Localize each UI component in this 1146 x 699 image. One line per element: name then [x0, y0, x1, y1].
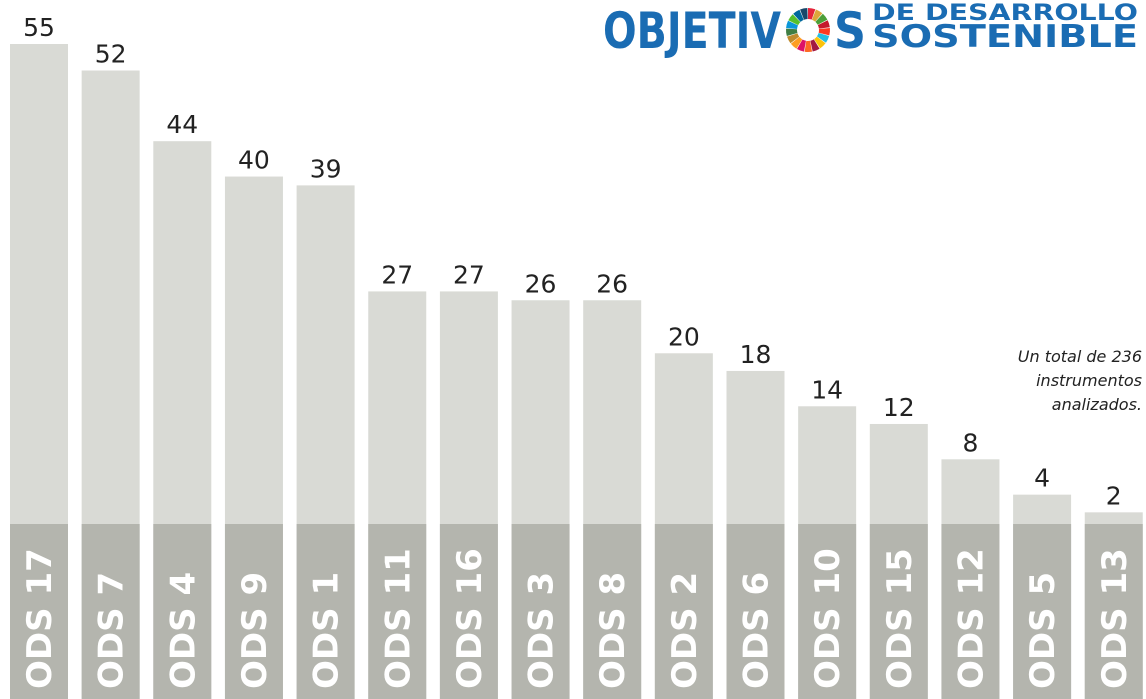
category-box	[726, 524, 785, 699]
logo: OBJETIV S DE DESARROLLO SOSTENIBLE	[603, 1, 1138, 60]
logo-wheel	[785, 8, 831, 53]
value-label: 18	[740, 340, 772, 369]
value-label: 27	[381, 260, 413, 289]
value-label: 12	[883, 393, 915, 422]
x-tick-label: ODS 9	[235, 572, 275, 689]
x-tick-label: ODS 15	[880, 548, 920, 689]
category-box	[439, 524, 498, 699]
category-box	[583, 524, 642, 699]
value-label: 27	[453, 260, 485, 289]
x-tick-label: ODS 13	[1095, 548, 1135, 689]
value-label: 26	[525, 269, 557, 298]
category-box	[654, 524, 713, 699]
x-tick-label: ODS 2	[665, 572, 705, 689]
wheel-segment	[810, 39, 820, 52]
wheel-segment	[816, 33, 830, 43]
wheel-segment	[817, 20, 830, 29]
value-label: 8	[962, 428, 978, 457]
wheel-segment	[811, 9, 823, 22]
logo-line: DE DESARROLLO	[872, 1, 1138, 26]
value-label: 14	[811, 375, 843, 404]
value-label: 39	[310, 154, 342, 183]
x-tick-label: ODS 3	[522, 572, 562, 689]
value-label: 4	[1034, 464, 1050, 493]
annotation: Un total de 236	[1018, 347, 1142, 366]
category-box	[368, 524, 427, 699]
wheel-segment	[814, 36, 826, 49]
category-box	[941, 524, 1000, 699]
category-box	[224, 524, 283, 699]
value-label: 2	[1106, 481, 1122, 510]
wheel-segment	[788, 14, 801, 26]
wheel-segment	[787, 33, 800, 44]
x-tick-label: ODS 11	[378, 548, 418, 689]
logo-line: SOSTENIBLE	[872, 19, 1138, 55]
category-box	[798, 524, 857, 699]
category-box	[153, 524, 212, 699]
logo-word: S	[834, 2, 866, 60]
wheel-segment	[785, 28, 798, 37]
category-box	[1013, 524, 1072, 699]
x-tick-label: ODS 1	[307, 572, 347, 689]
value-label: 26	[596, 269, 628, 298]
wheel-segment	[786, 20, 799, 29]
wheel-segment	[818, 27, 831, 36]
annotation: analizados.	[1052, 395, 1142, 414]
category-box	[10, 524, 68, 699]
x-tick-label: ODS 10	[808, 548, 848, 689]
x-tick-label: ODS 16	[450, 548, 490, 689]
x-tick-label: ODS 4	[163, 572, 203, 689]
value-label: 55	[23, 13, 55, 42]
x-tick-label: ODS 7	[92, 572, 132, 689]
value-label: 40	[238, 146, 270, 175]
category-box	[296, 524, 355, 699]
x-tick-label: ODS 6	[737, 572, 777, 689]
value-label: 44	[166, 110, 198, 139]
wheel-segment	[815, 13, 828, 25]
category-box	[869, 524, 928, 699]
wheel-segment	[790, 36, 803, 49]
wheel-segment	[808, 8, 816, 20]
logo-word: OBJETIV	[603, 2, 781, 60]
wheel-segment	[793, 9, 804, 22]
wheel-segment	[800, 8, 808, 20]
x-tick-label: ODS 8	[593, 572, 633, 689]
x-tick-label: ODS 5	[1023, 572, 1063, 689]
annotation: instrumentos	[1036, 371, 1142, 390]
value-label: 52	[95, 40, 127, 69]
x-tick-label: ODS 17	[20, 548, 60, 689]
category-box	[1084, 524, 1143, 699]
wheel-segment	[796, 39, 806, 52]
x-tick-label: ODS 12	[951, 548, 991, 689]
category-box	[81, 524, 140, 699]
value-label: 20	[668, 322, 700, 351]
wheel-segment	[804, 40, 813, 53]
category-box	[511, 524, 570, 699]
